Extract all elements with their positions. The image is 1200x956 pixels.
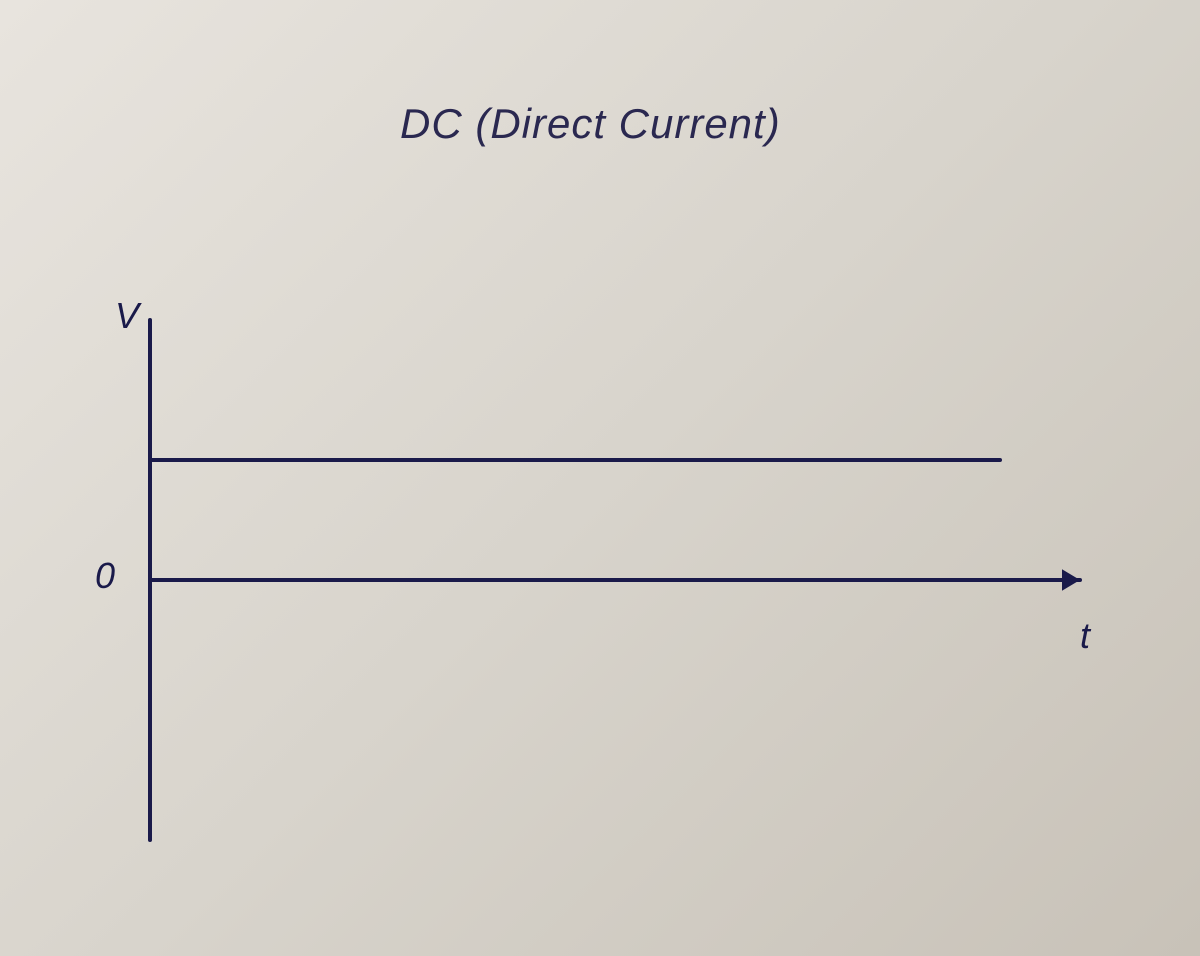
x-axis-arrow-icon (1062, 569, 1080, 591)
dc-chart-svg (0, 0, 1200, 956)
chart-axes (150, 320, 1080, 840)
